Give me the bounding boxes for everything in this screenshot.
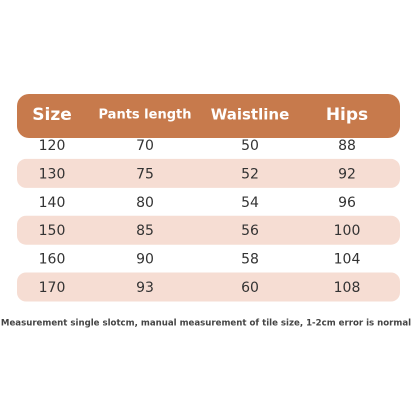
table-cell: 75	[136, 166, 154, 182]
header-cell: Pants length	[99, 108, 192, 123]
row-band	[17, 272, 400, 302]
table-cell: 160	[39, 252, 66, 268]
table-cell: 130	[39, 166, 66, 182]
header-bar	[17, 94, 400, 138]
footnote: Measurement single slotcm, manual measur…	[1, 319, 411, 329]
table-cell: 80	[136, 195, 154, 211]
table-cell: 100	[334, 223, 361, 239]
table-cell: 92	[338, 166, 356, 182]
header-cell: Size	[32, 105, 72, 125]
row-band	[17, 158, 400, 188]
table-cell: 70	[136, 138, 154, 154]
table-cell: 56	[241, 223, 259, 239]
table-cell: 85	[136, 223, 154, 239]
table-cell: 60	[241, 280, 259, 296]
table-cell: 50	[241, 138, 259, 154]
table-cell: 90	[136, 252, 154, 268]
row-band	[17, 215, 400, 245]
table-cell: 104	[334, 252, 361, 268]
table-cell: 96	[338, 195, 356, 211]
table-cell: 93	[136, 280, 154, 296]
header-cell: Waistline	[211, 106, 290, 124]
table-cell: 54	[241, 195, 259, 211]
table-cell: 150	[39, 223, 66, 239]
header-cell: Hips	[326, 105, 368, 125]
table-cell: 108	[334, 280, 361, 296]
table-cell: 170	[39, 280, 66, 296]
table-cell: 140	[39, 195, 66, 211]
table-cell: 58	[241, 252, 259, 268]
table-cell: 88	[338, 138, 356, 154]
table-cell: 120	[39, 138, 66, 154]
table-cell: 52	[241, 166, 259, 182]
